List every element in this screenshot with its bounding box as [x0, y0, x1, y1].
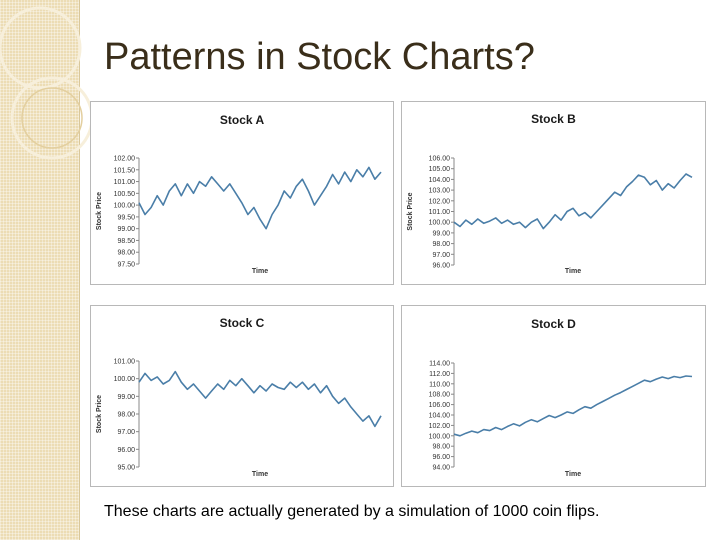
- y-tick-label: 102.00: [429, 423, 451, 430]
- y-tick-label: 100.00: [114, 376, 136, 383]
- chart-title: Stock D: [531, 317, 576, 331]
- price-series-line: [138, 166, 382, 230]
- y-tick-label: 98.00: [432, 241, 450, 248]
- y-tick-label: 103.00: [429, 188, 451, 195]
- y-tick-label: 114.00: [429, 361, 450, 368]
- x-axis-label: Time: [565, 268, 581, 275]
- y-tick-label: 98.00: [117, 250, 135, 257]
- y-tick-label: 97.00: [117, 429, 135, 436]
- y-tick-label: 100.00: [114, 203, 136, 210]
- stripe-divider: [79, 0, 80, 540]
- y-tick-label: 99.00: [117, 394, 135, 401]
- y-tick-label: 99.00: [117, 226, 135, 233]
- y-tick-label: 99.50: [117, 214, 135, 221]
- chart-title: Stock A: [220, 113, 265, 127]
- y-tick-label: 102.00: [429, 198, 451, 205]
- y-tick-label: 112.00: [429, 371, 450, 378]
- chart-svg-stock-b: Stock B 106.00 105.00 104.00 103.00 102.00 101…: [407, 112, 693, 275]
- price-series-line: [453, 375, 693, 437]
- y-tick-label: 97.50: [117, 262, 135, 269]
- y-tick-label: 105.00: [429, 166, 451, 173]
- chart-svg-stock-a: Stock A 102.00 101.50 101.00 100.50 100.00 99.…: [96, 113, 382, 275]
- x-axis-label: Time: [565, 471, 581, 478]
- y-tick-label: 100.50: [114, 191, 136, 198]
- y-tick-label: 97.00: [432, 252, 450, 259]
- price-series-line: [453, 173, 693, 230]
- chart-panel-stock-b: Stock B 106.00 105.00 104.00 103.00 102.00 101…: [401, 101, 706, 285]
- y-tick-label: 104.00: [429, 413, 451, 420]
- y-tick-label: 106.00: [429, 402, 451, 409]
- y-axis-label: Stock Price: [407, 192, 414, 230]
- y-axis-label: Stock Price: [96, 192, 103, 230]
- y-tick-label: 96.00: [432, 454, 450, 461]
- slide-title: Patterns in Stock Charts?: [104, 36, 535, 78]
- y-tick-label: 98.50: [117, 238, 135, 245]
- y-tick-label: 101.00: [114, 179, 136, 186]
- y-tick-label: 106.00: [429, 156, 451, 163]
- y-tick-label: 98.00: [117, 412, 135, 419]
- y-tick-label: 101.00: [429, 209, 451, 216]
- y-tick-label: 95.00: [117, 465, 135, 472]
- y-tick-label: 104.00: [429, 177, 451, 184]
- x-axis-label: Time: [252, 471, 268, 478]
- y-tick-label: 96.00: [432, 263, 450, 270]
- y-tick-label: 100.00: [429, 433, 451, 440]
- y-axis-label: Stock Price: [96, 395, 103, 433]
- slide-caption: These charts are actually generated by a…: [104, 503, 600, 520]
- y-tick-label: 101.50: [114, 167, 136, 174]
- chart-svg-stock-c: Stock C 101.00 100.00 99.00 98.00 97.00 96.00 9…: [96, 316, 382, 478]
- y-tick-label: 94.00: [432, 465, 450, 472]
- y-tick-label: 100.00: [429, 220, 451, 227]
- chart-title: Stock C: [220, 316, 265, 330]
- y-tick-label: 101.00: [114, 359, 136, 366]
- chart-title: Stock B: [531, 112, 576, 126]
- y-tick-label: 110.00: [429, 381, 450, 388]
- chart-panel-stock-c: Stock C 101.00 100.00 99.00 98.00 97.00 96.00 9…: [90, 305, 394, 487]
- y-tick-label: 96.00: [117, 447, 135, 454]
- chart-panel-stock-a: Stock A 102.00 101.50 101.00 100.50 100.00 99.…: [90, 101, 394, 285]
- x-axis-label: Time: [252, 268, 268, 275]
- chart-svg-stock-d: Stock D 114.00 112.00 110.00 108.00 106.00 104…: [429, 317, 693, 478]
- price-series-line: [138, 370, 382, 428]
- y-tick-label: 98.00: [432, 444, 450, 451]
- y-tick-label: 102.00: [114, 156, 136, 163]
- y-tick-label: 99.00: [432, 230, 450, 237]
- chart-panel-stock-d: Stock D 114.00 112.00 110.00 108.00 106.00 104…: [401, 305, 706, 487]
- y-tick-label: 108.00: [429, 392, 451, 399]
